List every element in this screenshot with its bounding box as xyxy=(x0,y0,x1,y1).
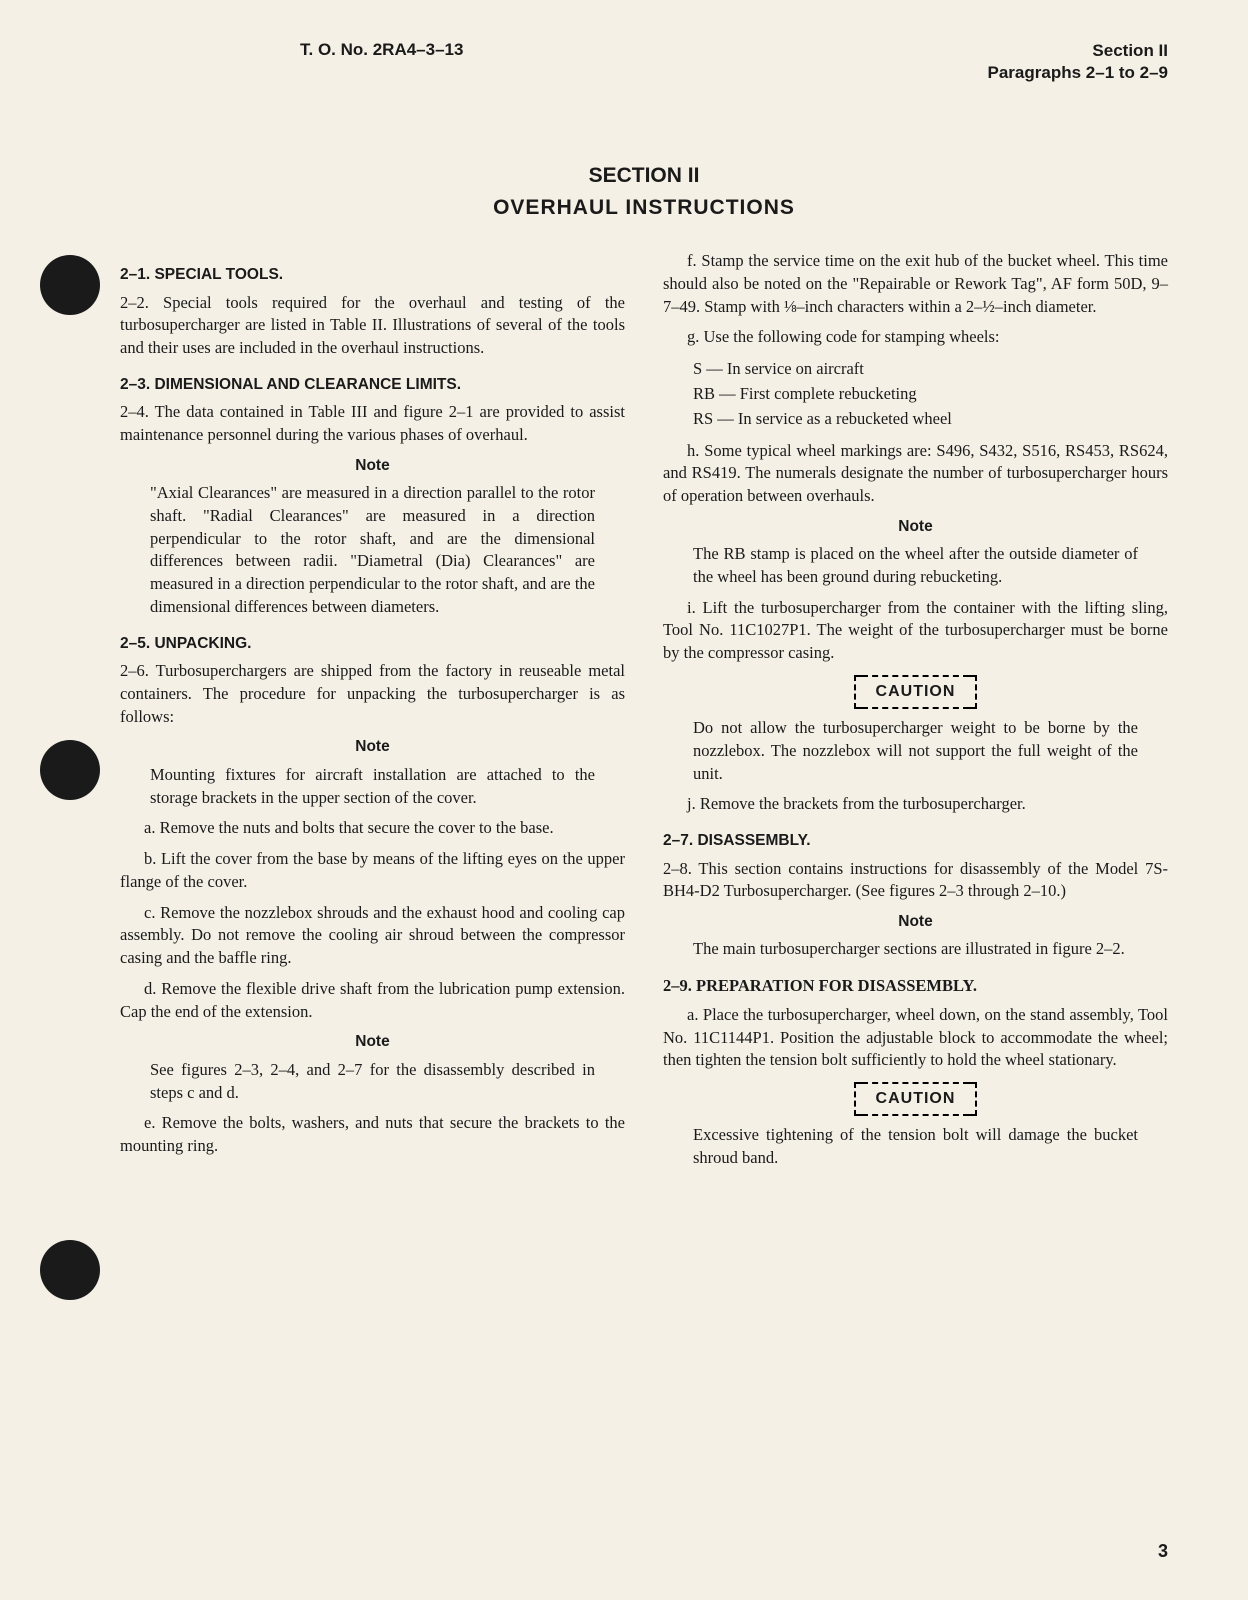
code-s: S — In service on aircraft xyxy=(693,357,1168,382)
note-label: Note xyxy=(120,1031,625,1052)
left-column: 2–1. SPECIAL TOOLS. 2–2. Special tools r… xyxy=(120,250,625,1178)
note-body: See figures 2–3, 2–4, and 2–7 for the di… xyxy=(120,1059,625,1105)
caution-body: Excessive tightening of the tension bolt… xyxy=(663,1124,1168,1170)
section-number: SECTION II xyxy=(120,164,1168,188)
heading-preparation: 2–9. PREPARATION FOR DISASSEMBLY. xyxy=(663,975,1168,998)
step-h: h. Some typical wheel markings are: S496… xyxy=(663,440,1168,508)
heading-unpacking: 2–5. UNPACKING. xyxy=(120,633,625,654)
heading-dimensional: 2–3. DIMENSIONAL AND CLEARANCE LIMITS. xyxy=(120,374,625,395)
note-label: Note xyxy=(663,911,1168,932)
para-2-4: 2–4. The data contained in Table III and… xyxy=(120,401,625,447)
content-columns: 2–1. SPECIAL TOOLS. 2–2. Special tools r… xyxy=(120,250,1168,1178)
section-label: Section II xyxy=(988,40,1168,62)
punch-hole xyxy=(40,1240,100,1300)
code-rs: RS — In service as a rebucketed wheel xyxy=(693,407,1168,432)
note-body: The main turbosupercharger sections are … xyxy=(663,938,1168,961)
heading-special-tools: 2–1. SPECIAL TOOLS. xyxy=(120,264,625,285)
step-j: j. Remove the brackets from the turbosup… xyxy=(663,793,1168,816)
caution-label: CAUTION xyxy=(862,1082,970,1116)
step-f: f. Stamp the service time on the exit hu… xyxy=(663,250,1168,318)
para-2-8: 2–8. This section contains instructions … xyxy=(663,858,1168,904)
step-b: b. Lift the cover from the base by means… xyxy=(120,848,625,894)
to-number: T. O. No. 2RA4–3–13 xyxy=(300,40,463,84)
step-e: e. Remove the bolts, washers, and nuts t… xyxy=(120,1112,625,1158)
note-body: The RB stamp is placed on the wheel afte… xyxy=(663,543,1168,589)
section-title: SECTION II OVERHAUL INSTRUCTIONS xyxy=(120,164,1168,220)
note-body: "Axial Clearances" are measured in a dir… xyxy=(120,482,625,619)
caution-label: CAUTION xyxy=(862,675,970,709)
paragraphs-label: Paragraphs 2–1 to 2–9 xyxy=(988,62,1168,84)
note-label: Note xyxy=(120,736,625,757)
page-header: T. O. No. 2RA4–3–13 Section II Paragraph… xyxy=(120,40,1168,84)
note-label: Note xyxy=(120,455,625,476)
step-g: g. Use the following code for stamping w… xyxy=(663,326,1168,349)
step-i: i. Lift the turbosupercharger from the c… xyxy=(663,597,1168,665)
header-right: Section II Paragraphs 2–1 to 2–9 xyxy=(988,40,1168,84)
punch-hole xyxy=(40,255,100,315)
note-body: Mounting fixtures for aircraft installat… xyxy=(120,764,625,810)
punch-hole xyxy=(40,740,100,800)
caution-body: Do not allow the turbosupercharger weigh… xyxy=(663,717,1168,785)
right-column: f. Stamp the service time on the exit hu… xyxy=(663,250,1168,1178)
code-rb: RB — First complete rebucketing xyxy=(693,382,1168,407)
step-d: d. Remove the flexible drive shaft from … xyxy=(120,978,625,1024)
para-2-2: 2–2. Special tools required for the over… xyxy=(120,292,625,360)
step-a: a. Remove the nuts and bolts that secure… xyxy=(120,817,625,840)
note-label: Note xyxy=(663,516,1168,537)
para-2-6: 2–6. Turbosuperchargers are shipped from… xyxy=(120,660,625,728)
para-2-9a: a. Place the turbosupercharger, wheel do… xyxy=(663,1004,1168,1072)
section-subtitle: OVERHAUL INSTRUCTIONS xyxy=(120,196,1168,220)
code-list: S — In service on aircraft RB — First co… xyxy=(663,357,1168,431)
heading-disassembly: 2–7. DISASSEMBLY. xyxy=(663,830,1168,851)
step-c: c. Remove the nozzlebox shrouds and the … xyxy=(120,902,625,970)
caution-box: CAUTION xyxy=(663,675,1168,709)
page-number: 3 xyxy=(1158,1541,1168,1562)
caution-box: CAUTION xyxy=(663,1082,1168,1116)
